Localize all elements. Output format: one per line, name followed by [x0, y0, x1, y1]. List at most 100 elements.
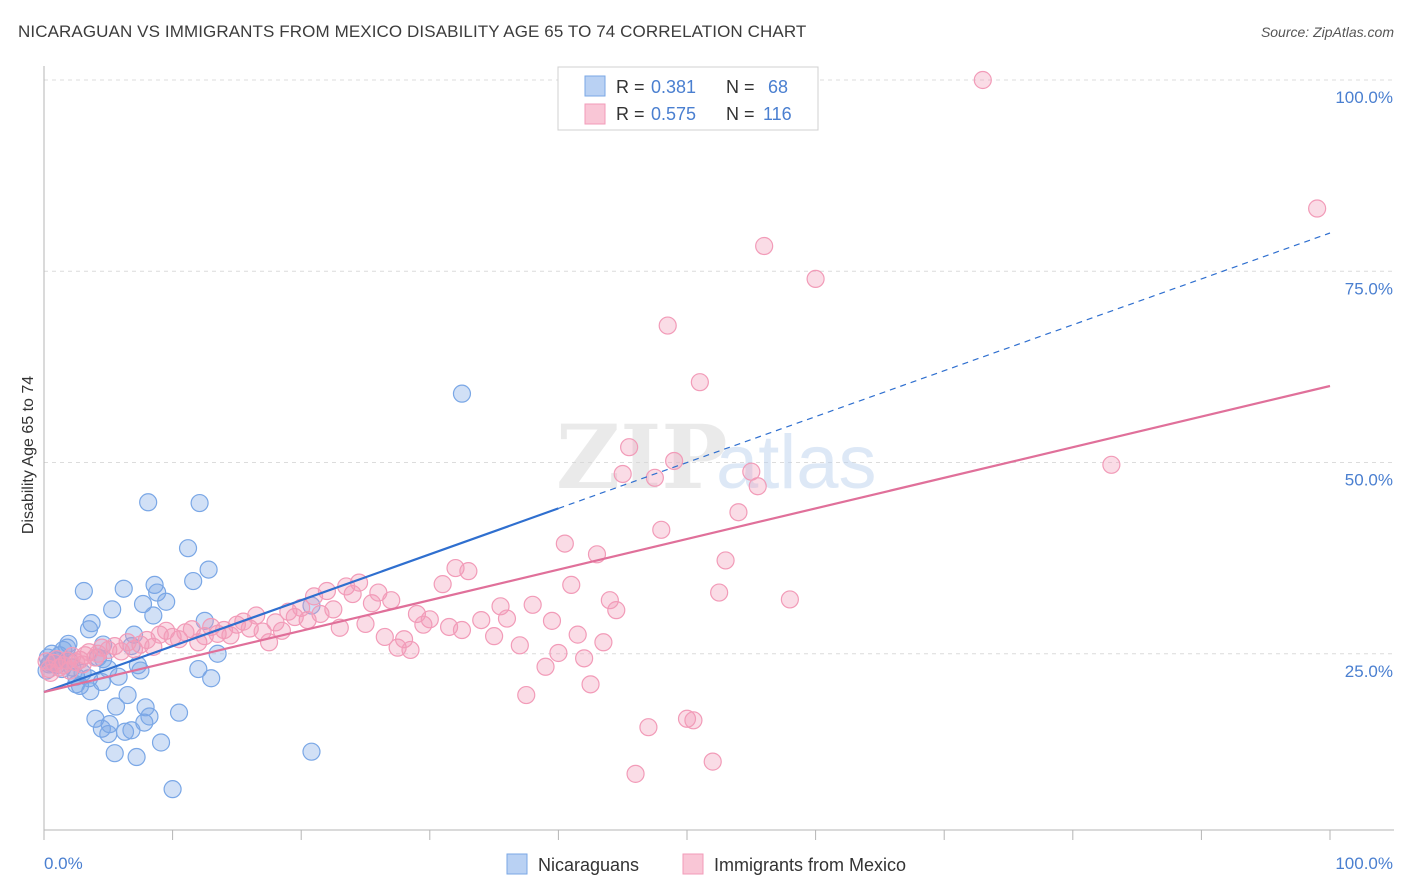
data-point — [517, 685, 536, 705]
data-point — [542, 611, 562, 630]
chart-source: Source: ZipAtlas.com — [1260, 24, 1394, 40]
data-point — [199, 560, 218, 579]
data-point — [100, 715, 119, 734]
legend-swatch-blue — [584, 75, 606, 97]
data-point — [652, 520, 671, 539]
y-tick-labels: 25.0% 50.0% 75.0% 100.0% — [1335, 88, 1393, 681]
series-legend-mexico: Immigrants from Mexico — [714, 855, 906, 875]
data-point — [190, 493, 209, 513]
trend-line-extension — [558, 232, 1331, 509]
data-point — [677, 709, 697, 728]
data-point — [169, 630, 189, 649]
data-point — [302, 742, 321, 761]
grid-lines — [44, 79, 1394, 655]
data-point — [729, 503, 748, 522]
trend-line — [43, 384, 1331, 694]
x-tick-label-min: 0.0% — [44, 854, 83, 873]
data-point — [221, 626, 240, 645]
data-point — [806, 269, 825, 288]
data-point — [639, 718, 658, 737]
data-point — [755, 236, 774, 256]
data-point — [485, 627, 504, 646]
data-point — [452, 620, 472, 640]
data-point — [394, 630, 414, 649]
data-point — [452, 384, 472, 403]
legend-r-value-pink: 0.575 — [651, 104, 696, 124]
series-legend: Nicaraguans Immigrants from Mexico — [506, 853, 906, 875]
data-point — [600, 591, 619, 610]
data-point — [523, 595, 542, 614]
data-point — [114, 579, 133, 598]
y-tick-label: 75.0% — [1345, 279, 1393, 298]
data-point — [151, 733, 171, 752]
data-point — [748, 477, 767, 496]
series-legend-swatch-blue — [506, 853, 528, 875]
legend-swatch-pink — [584, 103, 606, 125]
mexico-points — [37, 70, 1327, 783]
data-point — [106, 697, 126, 716]
data-point — [343, 584, 362, 604]
data-point — [607, 601, 626, 620]
data-point — [472, 610, 491, 630]
data-point — [169, 703, 189, 722]
data-point — [684, 711, 703, 730]
data-point — [184, 571, 203, 591]
data-point — [536, 657, 555, 676]
y-tick-label: 100.0% — [1335, 88, 1393, 107]
legend-n-label-blue: N = — [726, 77, 755, 97]
trend-lines — [43, 232, 1331, 694]
data-point — [140, 707, 159, 726]
data-point — [208, 644, 227, 663]
data-point — [178, 539, 198, 558]
data-point — [568, 625, 587, 644]
data-point — [710, 583, 729, 602]
watermark-zip: ZIP — [556, 405, 728, 509]
data-point — [324, 600, 343, 619]
data-point — [645, 468, 664, 487]
data-point — [420, 610, 439, 629]
data-point — [716, 551, 735, 570]
data-point — [562, 575, 581, 595]
x-axis-ticks — [43, 830, 1331, 840]
legend-n-value-pink: 116 — [763, 104, 792, 124]
trend-line — [43, 507, 559, 694]
data-point — [118, 685, 137, 705]
data-point — [115, 722, 135, 741]
data-point — [139, 493, 158, 512]
series-legend-swatch-pink — [682, 853, 704, 875]
data-point — [189, 659, 208, 679]
legend-r-value-blue: 0.381 — [651, 77, 696, 97]
data-point — [613, 464, 632, 484]
legend-n-value-blue: 68 — [768, 77, 788, 97]
y-tick-label: 25.0% — [1345, 662, 1393, 681]
data-point — [581, 675, 600, 694]
data-point — [510, 636, 529, 655]
y-tick-label: 50.0% — [1345, 471, 1393, 490]
y-axis-title: Disability Age 65 to 74 — [20, 376, 37, 534]
x-tick-label-max: 100.0% — [1335, 854, 1393, 873]
data-point — [690, 373, 709, 392]
legend-r-label-blue: R = — [616, 77, 645, 97]
data-point — [202, 669, 221, 688]
data-point — [74, 581, 93, 601]
data-point — [103, 600, 122, 619]
data-point — [433, 575, 452, 594]
data-point — [86, 709, 105, 728]
data-point — [136, 698, 155, 717]
data-point — [157, 592, 176, 611]
data-point — [144, 606, 163, 625]
data-point — [780, 590, 799, 609]
data-point — [703, 752, 722, 771]
watermark-atlas: atlas — [716, 420, 877, 505]
data-point — [82, 614, 101, 633]
data-point — [1102, 455, 1121, 474]
data-point — [620, 438, 639, 457]
data-point — [973, 70, 992, 90]
data-point — [549, 643, 568, 663]
data-point — [133, 594, 153, 614]
data-point — [1308, 199, 1327, 218]
data-point — [658, 316, 677, 335]
data-point — [375, 627, 394, 647]
nicaraguans-points — [37, 384, 472, 799]
